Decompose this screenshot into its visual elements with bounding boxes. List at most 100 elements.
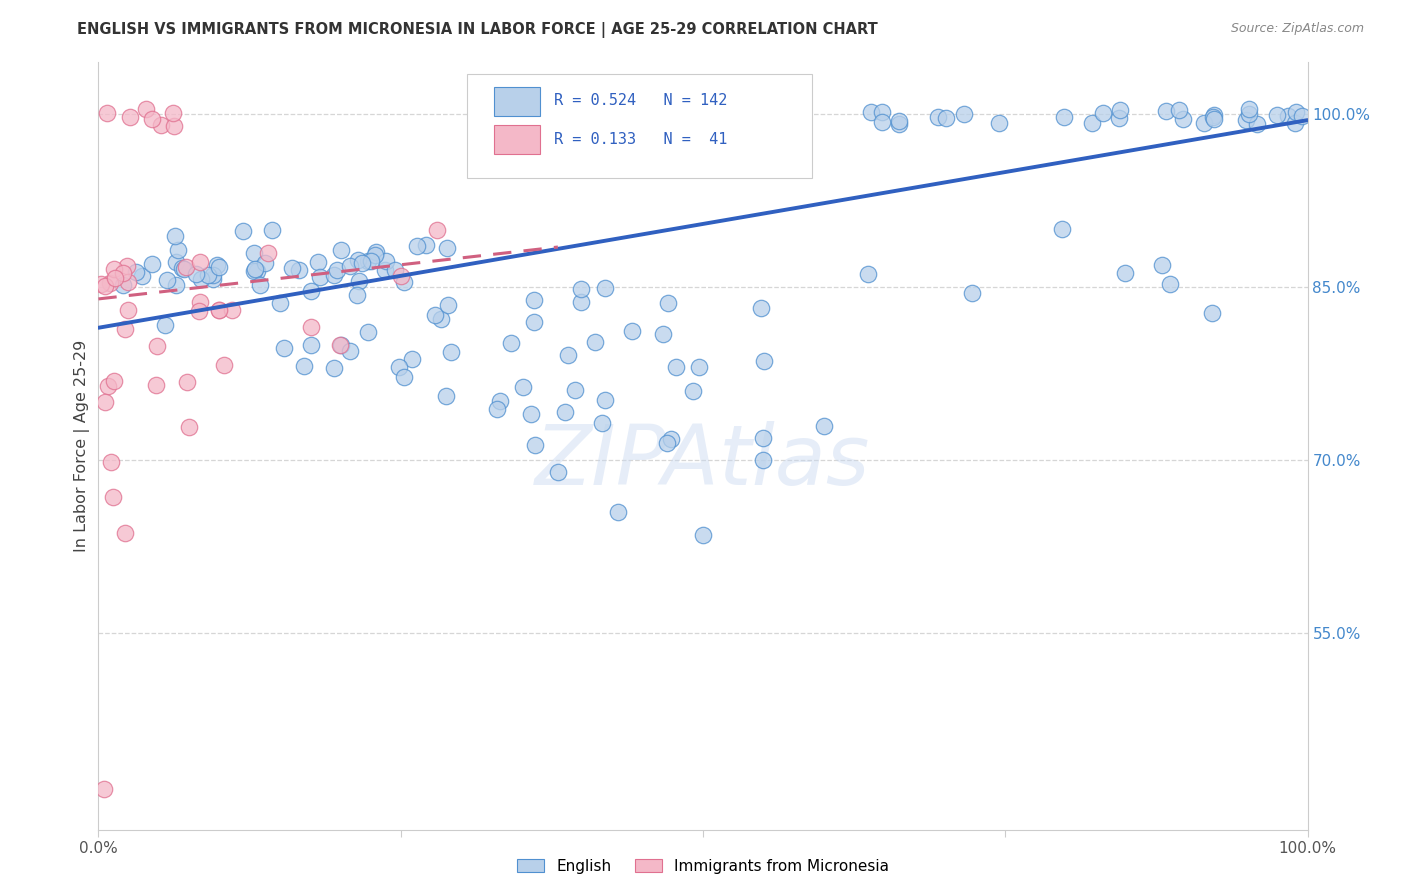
Point bbox=[657, 296, 679, 310]
Point bbox=[589, 103, 612, 118]
Point bbox=[184, 267, 207, 281]
Point bbox=[688, 359, 710, 374]
Point bbox=[1246, 117, 1268, 131]
Point bbox=[593, 281, 616, 295]
Point bbox=[501, 335, 523, 350]
Point bbox=[1168, 103, 1191, 117]
Point bbox=[440, 345, 463, 359]
Point bbox=[429, 312, 451, 326]
Point bbox=[115, 259, 138, 273]
Point bbox=[392, 369, 415, 384]
Point bbox=[1201, 306, 1223, 320]
Point bbox=[1237, 107, 1260, 121]
Point bbox=[94, 278, 117, 293]
Point bbox=[1108, 111, 1130, 125]
Point bbox=[96, 105, 118, 120]
Point bbox=[292, 359, 315, 373]
Point bbox=[364, 248, 387, 262]
Point bbox=[489, 394, 512, 409]
Point bbox=[163, 119, 186, 133]
Point bbox=[752, 453, 775, 467]
Point bbox=[953, 106, 976, 120]
Point bbox=[569, 282, 592, 296]
Point bbox=[339, 343, 361, 358]
Point bbox=[347, 274, 370, 288]
Point bbox=[1159, 277, 1181, 292]
Point bbox=[243, 264, 266, 278]
Text: ENGLISH VS IMMIGRANTS FROM MICRONESIA IN LABOR FORCE | AGE 25-29 CORRELATION CHA: ENGLISH VS IMMIGRANTS FROM MICRONESIA IN… bbox=[77, 22, 879, 38]
Point bbox=[524, 438, 547, 452]
Point bbox=[254, 256, 277, 270]
Point bbox=[651, 326, 673, 341]
Point bbox=[1053, 110, 1076, 124]
Point bbox=[103, 262, 125, 277]
Point bbox=[520, 407, 543, 421]
Point bbox=[1284, 115, 1306, 129]
Point bbox=[155, 318, 177, 332]
Point bbox=[167, 243, 190, 257]
Point bbox=[111, 266, 134, 280]
Point bbox=[423, 308, 446, 322]
Point bbox=[1234, 113, 1257, 128]
Point bbox=[564, 383, 586, 397]
Point bbox=[523, 315, 546, 329]
Point bbox=[288, 263, 311, 277]
Point bbox=[752, 354, 775, 368]
Point bbox=[426, 223, 449, 237]
Point bbox=[692, 528, 714, 542]
Point bbox=[190, 255, 212, 269]
Point bbox=[512, 380, 534, 394]
Point bbox=[1108, 103, 1130, 117]
Point bbox=[273, 341, 295, 355]
Point bbox=[174, 260, 197, 275]
Point bbox=[131, 268, 153, 283]
Point bbox=[117, 302, 139, 317]
Point bbox=[664, 106, 686, 120]
Point bbox=[299, 337, 322, 351]
Point bbox=[364, 244, 387, 259]
Point bbox=[201, 272, 224, 286]
Point bbox=[388, 359, 411, 374]
Point bbox=[170, 261, 193, 276]
Point bbox=[173, 262, 195, 277]
Point bbox=[243, 246, 266, 260]
Point bbox=[232, 224, 254, 238]
Point bbox=[246, 264, 269, 278]
Y-axis label: In Labor Force | Age 25-29: In Labor Force | Age 25-29 bbox=[75, 340, 90, 552]
Point bbox=[593, 392, 616, 407]
Point bbox=[256, 245, 278, 260]
Point bbox=[221, 303, 243, 318]
Point bbox=[208, 303, 231, 318]
Point bbox=[392, 275, 415, 289]
Point bbox=[141, 112, 163, 127]
Point bbox=[583, 334, 606, 349]
Point bbox=[269, 296, 291, 310]
Legend: English, Immigrants from Micronesia: English, Immigrants from Micronesia bbox=[510, 853, 896, 880]
Point bbox=[350, 256, 373, 270]
Point bbox=[927, 110, 949, 124]
Point bbox=[1154, 104, 1177, 119]
Point bbox=[124, 265, 146, 279]
Point bbox=[103, 374, 125, 388]
Point bbox=[665, 360, 688, 375]
Point bbox=[1202, 111, 1225, 125]
Point bbox=[141, 257, 163, 271]
Point bbox=[1291, 109, 1313, 123]
Point bbox=[434, 389, 457, 403]
Point bbox=[406, 239, 429, 253]
Point bbox=[547, 465, 569, 479]
Point bbox=[329, 243, 352, 257]
Point bbox=[117, 275, 139, 289]
Point bbox=[307, 255, 329, 269]
Point bbox=[245, 261, 267, 276]
Point bbox=[738, 110, 761, 124]
Point bbox=[415, 237, 437, 252]
Point bbox=[1050, 222, 1073, 236]
Point bbox=[1171, 112, 1194, 127]
Point bbox=[205, 258, 228, 272]
Point bbox=[179, 420, 201, 434]
Point bbox=[389, 268, 412, 283]
Point bbox=[330, 338, 353, 352]
Point bbox=[1277, 109, 1299, 123]
Point bbox=[90, 277, 112, 292]
